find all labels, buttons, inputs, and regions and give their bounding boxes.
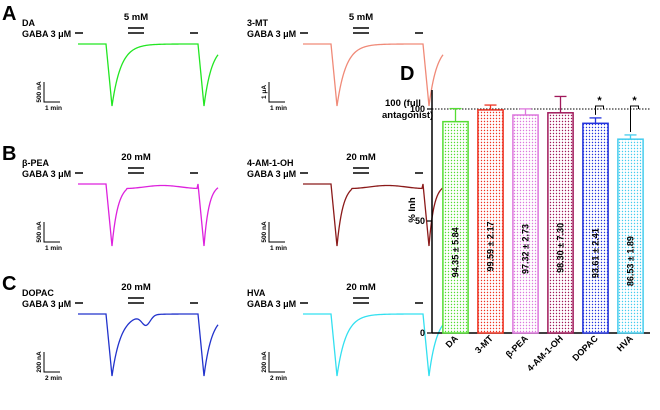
scale-current-label: 1 μA (261, 85, 268, 99)
scale-time-label: 1 min (270, 245, 287, 252)
bar-2 (477, 109, 504, 334)
gaba-label: GABA 3 μM (22, 299, 71, 309)
significance-mark: * (597, 95, 602, 107)
scale-time-label: 2 min (270, 375, 287, 382)
x-tick-label: 3-MT (473, 333, 495, 355)
x-tick-label: β-PEA (504, 333, 531, 360)
scale-time-label: 1 min (45, 105, 62, 112)
y-tick-label: 50 (415, 216, 425, 226)
y-tick-label: 100 (410, 104, 425, 114)
current-trace (303, 43, 444, 107)
current-trace (78, 183, 219, 247)
gaba-label: GABA 3 μM (22, 29, 71, 39)
gaba-label: GABA 3 μM (22, 169, 71, 179)
x-tick-label: DOPAC (570, 333, 600, 363)
bar-1 (442, 120, 469, 334)
bar-value-label: 98.30 ± 7.30 (556, 223, 566, 273)
drug-concentration: 20 mM (121, 282, 151, 293)
reference-line-label: 100 (full (385, 98, 421, 109)
drug-label: DOPAC (22, 288, 54, 298)
drug-label: β-PEA (22, 158, 49, 168)
scale-time-label: 2 min (45, 375, 62, 382)
significance-bracket (630, 105, 639, 132)
panel-letter-c: C (2, 273, 16, 295)
gaba-label: GABA 3 μM (247, 299, 296, 309)
significance-mark: * (632, 95, 637, 107)
drug-concentration: 20 mM (121, 152, 151, 163)
scale-current-label: 500 nA (261, 221, 268, 243)
x-tick-label: DA (444, 333, 461, 350)
drug-concentration: 5 mM (349, 12, 373, 23)
bar-4 (547, 112, 574, 334)
scale-current-label: 500 nA (36, 221, 43, 243)
bar-value-label: 86.53 ± 1.89 (626, 236, 636, 286)
reference-line-label: antagonist) (382, 110, 433, 121)
bar-value-label: 99.59 ± 2.17 (486, 221, 496, 271)
scale-time-label: 1 min (270, 105, 287, 112)
scale-bar (43, 222, 60, 243)
gaba-label: GABA 3 μM (247, 29, 296, 39)
scale-current-label: 500 nA (36, 81, 43, 103)
panel-letter-a: A (2, 3, 16, 25)
current-trace (303, 183, 444, 247)
bar-value-label: 93.61 ± 2.41 (591, 228, 601, 278)
scale-bar (43, 352, 60, 373)
scale-current-label: 200 nA (36, 351, 43, 373)
x-tick-label: HVA (615, 333, 635, 353)
drug-label: 3-MT (247, 18, 268, 28)
gaba-label: GABA 3 μM (247, 169, 296, 179)
drug-concentration: 5 mM (124, 12, 148, 23)
scale-bar (43, 82, 60, 103)
current-trace (78, 43, 219, 107)
bar-value-label: 94.35 ± 5.84 (451, 227, 461, 277)
drug-concentration: 20 mM (346, 152, 376, 163)
bar-3 (512, 114, 539, 334)
current-trace (303, 313, 444, 377)
scale-bar (268, 352, 285, 373)
bar-value-label: 97.32 ± 2.73 (521, 224, 531, 274)
panel-letter-d: D (400, 63, 414, 85)
bar-6 (617, 138, 644, 334)
scale-bar (268, 222, 285, 243)
drug-label: 4-AM-1-OH (247, 158, 294, 168)
bar-5 (582, 122, 609, 334)
scale-bar (268, 82, 285, 103)
y-tick-label: 0 (420, 328, 425, 338)
drug-concentration: 20 mM (346, 282, 376, 293)
drug-label: DA (22, 18, 35, 28)
x-tick-label: 4-AM-1-OH (525, 333, 565, 373)
scale-time-label: 1 min (45, 245, 62, 252)
current-trace (78, 313, 219, 377)
scale-current-label: 200 nA (261, 351, 268, 373)
significance-bracket (595, 105, 604, 115)
y-axis-label: % Inh (407, 197, 418, 223)
drug-label: HVA (247, 288, 266, 298)
panel-letter-b: B (2, 143, 16, 165)
